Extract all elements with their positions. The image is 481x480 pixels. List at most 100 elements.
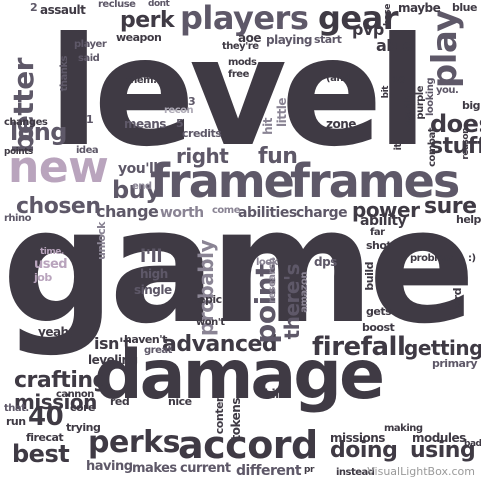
- word-instead: instead: [336, 467, 375, 478]
- word-play: play: [425, 10, 465, 89]
- word-yeah: yeah,: [38, 325, 73, 339]
- word-said: said: [78, 53, 100, 64]
- word-you: you.: [436, 85, 459, 96]
- word-start: start: [314, 33, 342, 46]
- word-ill: i'll: [140, 246, 163, 267]
- word-reason: reason: [461, 128, 471, 160]
- word-changes: changes: [4, 117, 48, 128]
- word-havent: haven't: [124, 333, 167, 346]
- word-missions: missions: [330, 431, 385, 445]
- word-research: research: [267, 258, 278, 304]
- word-hard: hard: [451, 288, 464, 315]
- word-level: level: [48, 6, 428, 180]
- word-unlock: unlock: [95, 222, 108, 260]
- word-means: means: [124, 117, 166, 131]
- word-using: using: [410, 438, 476, 463]
- word-free: free: [228, 69, 249, 80]
- word-boost: boost: [362, 321, 395, 334]
- word-smiley: :): [468, 253, 476, 264]
- word-far: far: [370, 227, 385, 238]
- word-damage: damage: [94, 336, 385, 415]
- word-thanks: thanks: [59, 56, 70, 92]
- word-dps: dps: [314, 255, 337, 269]
- word-buy: buy: [112, 176, 161, 204]
- word-high: high: [140, 267, 168, 281]
- word-5: 5: [176, 117, 184, 130]
- word-different: different: [236, 463, 302, 479]
- word-players: players: [180, 0, 309, 37]
- word-ability: ability: [360, 213, 407, 229]
- word-new: new: [8, 142, 109, 193]
- word-leveling: leveling: [88, 353, 138, 367]
- word-build: build: [363, 262, 376, 291]
- word-able: able: [376, 36, 413, 55]
- word-core: core: [70, 401, 95, 414]
- word-nice: nice: [168, 395, 192, 408]
- word-blue: blue: [452, 1, 477, 14]
- word-little: little: [275, 98, 289, 127]
- word-problem: problem: [410, 253, 454, 264]
- word-worth: worth: [160, 205, 204, 221]
- word-abilities: abilities: [238, 205, 297, 221]
- word-getting: getting: [404, 336, 481, 360]
- word-job: job: [34, 271, 52, 284]
- word-player: player: [74, 39, 107, 50]
- word-best: best: [12, 440, 70, 468]
- word-rhino: rhino: [4, 213, 31, 224]
- word-run: run: [6, 415, 26, 428]
- word-it: it,: [393, 140, 404, 151]
- watermark: VisualLightBox.com: [367, 465, 475, 478]
- word-firecat: firecat: [26, 431, 64, 444]
- word-base: base: [383, 4, 393, 26]
- word-1: 1: [86, 113, 94, 126]
- word-looking: looking: [425, 78, 436, 117]
- word-maybe: maybe: [398, 1, 441, 15]
- word-frames: frames: [290, 154, 460, 208]
- word-chosen: chosen: [16, 194, 101, 219]
- word-accord: accord: [178, 423, 318, 467]
- word-credits: credits: [182, 127, 222, 140]
- word-epic: epic: [198, 293, 222, 306]
- word-shot: shot: [366, 239, 392, 252]
- word-help: help: [456, 213, 481, 226]
- word-idea: idea: [76, 145, 99, 156]
- word-big: big: [462, 99, 481, 112]
- word-recon: recon: [164, 105, 194, 116]
- word-change: change: [96, 202, 159, 221]
- word-great: great: [144, 345, 172, 356]
- word-youll: you'll: [118, 161, 158, 177]
- word-red: red: [110, 395, 130, 408]
- word-that: that.: [4, 403, 29, 414]
- word-power: power: [352, 198, 420, 222]
- word-advanced: advanced: [162, 332, 278, 357]
- word-cannon: cannon: [56, 389, 94, 400]
- word-bad: bad: [464, 439, 481, 449]
- word-dont: dont: [148, 0, 170, 9]
- word-assault: assault: [40, 3, 86, 17]
- word-10: 10: [392, 75, 405, 86]
- word-gear: gear: [318, 0, 398, 37]
- word-charge: charge: [296, 205, 348, 221]
- word-aoe: aoe: [238, 31, 261, 45]
- word-look: look: [256, 257, 278, 268]
- word-content: content: [213, 390, 226, 435]
- word-bit: bit: [381, 86, 391, 99]
- word-points: points: [4, 147, 33, 157]
- word-makes: makes: [132, 461, 177, 476]
- word-right: right: [176, 144, 229, 168]
- word-combat: combat: [427, 128, 438, 167]
- word-long: long: [10, 118, 67, 146]
- word-recluse: recluse: [98, 0, 136, 10]
- word-game: game: [2, 175, 476, 359]
- word-and: (and: [326, 73, 350, 84]
- word-isnt: isn't: [94, 334, 131, 353]
- word-modules: modules: [412, 431, 466, 445]
- word-doing: doing: [330, 438, 398, 463]
- word-tokens: tokens: [229, 398, 243, 441]
- word-2: 2: [30, 1, 38, 14]
- word-40: 40: [28, 402, 64, 432]
- word-playing: playing: [266, 33, 313, 47]
- word-having: having: [86, 459, 133, 474]
